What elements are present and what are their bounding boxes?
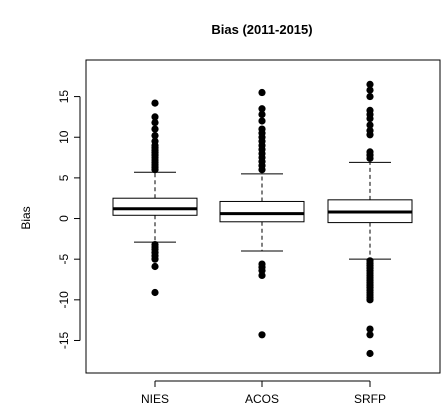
outlier-point <box>151 262 159 271</box>
y-tick-label: 10 <box>57 130 71 144</box>
outlier-point <box>258 105 266 113</box>
outlier-point <box>366 92 374 101</box>
y-tick-label: -5 <box>57 254 71 265</box>
y-tick-label: -15 <box>57 331 71 349</box>
outlier-point <box>151 255 159 263</box>
x-axis: NIES ACOS SRFP <box>141 380 386 406</box>
box-srfp <box>327 80 413 358</box>
outlier-point <box>151 113 159 121</box>
y-axis-label: Bias <box>19 206 33 229</box>
outlier-point <box>366 121 374 129</box>
outlier-point <box>258 117 266 125</box>
outlier-point <box>366 86 374 94</box>
y-tick-label: 0 <box>57 215 71 222</box>
outlier-point <box>151 125 159 133</box>
box-acos <box>219 88 305 339</box>
outlier-point <box>366 331 374 339</box>
y-tick-label: 15 <box>57 90 71 104</box>
outlier-point <box>366 296 374 304</box>
outlier-point <box>151 132 159 140</box>
outlier-point <box>258 88 266 97</box>
outlier-point <box>258 331 266 339</box>
box-nies <box>112 99 198 297</box>
outlier-point <box>366 148 374 156</box>
outlier-point <box>151 288 159 297</box>
outlier-point <box>366 349 374 358</box>
iqr-box <box>112 197 198 216</box>
outlier-point <box>151 99 159 107</box>
boxes <box>112 80 413 358</box>
iqr-box <box>219 200 305 223</box>
outlier-point <box>258 110 266 119</box>
outlier-point <box>366 80 374 88</box>
outlier-point <box>366 127 374 135</box>
outlier-point <box>151 119 159 127</box>
y-tick-label: -10 <box>57 291 71 309</box>
outlier-point <box>151 137 159 145</box>
plot-frame <box>85 59 441 374</box>
outlier-point <box>366 106 374 115</box>
outlier-point <box>366 325 374 333</box>
outlier-point <box>258 125 266 133</box>
x-tick-label: ACOS <box>245 392 279 406</box>
y-tick-label: 5 <box>57 174 71 181</box>
x-tick-label: SRFP <box>354 392 386 406</box>
x-tick-label: NIES <box>141 392 169 406</box>
outlier-point <box>258 271 266 280</box>
y-axis: -15 -10 -5 0 5 10 15 <box>57 90 81 349</box>
chart-title: Bias (2011-2015) <box>211 22 312 37</box>
